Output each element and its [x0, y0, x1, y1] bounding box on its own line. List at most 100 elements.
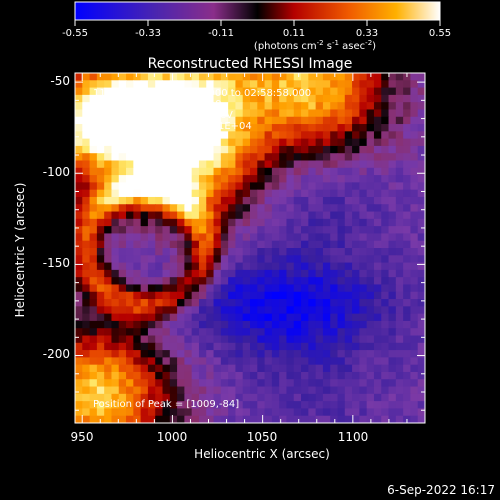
heatmap-cell [220, 145, 229, 154]
heatmap-cell [75, 116, 83, 125]
heatmap-cell [359, 153, 368, 162]
heatmap-cell [104, 299, 113, 307]
heatmap-cell [366, 182, 375, 191]
heatmap-cell [126, 175, 134, 183]
heatmap-cell [322, 386, 331, 395]
heatmap-cell [279, 306, 288, 315]
heatmap-cell [140, 160, 149, 169]
heatmap-cell [352, 138, 360, 147]
heatmap-cell [322, 291, 331, 300]
heatmap-cell [242, 196, 251, 205]
heatmap-cell [96, 262, 105, 271]
heatmap-cell [82, 386, 91, 395]
heatmap-cell [381, 102, 390, 111]
heatmap-cell [366, 94, 375, 103]
heatmap-cell [162, 124, 171, 132]
heatmap-cell [271, 335, 280, 344]
heatmap-cell [111, 342, 120, 351]
heatmap-cell [315, 189, 324, 198]
heatmap-cell [395, 320, 404, 329]
heatmap-cell [147, 196, 156, 205]
heatmap-cell [242, 371, 251, 380]
heatmap-cell [162, 401, 171, 410]
heatmap-cell [198, 364, 207, 373]
heatmap-cell [213, 371, 222, 380]
heatmap-cell [213, 284, 222, 293]
heatmap-cell [410, 167, 419, 176]
heatmap-cell [381, 175, 390, 183]
heatmap-cell [198, 269, 207, 278]
heatmap-cell [155, 153, 164, 162]
heatmap-cell [118, 73, 127, 81]
heatmap-cell [352, 211, 360, 220]
heatmap-cell [228, 124, 237, 132]
heatmap-cell [359, 350, 368, 358]
heatmap-cell [242, 94, 251, 103]
heatmap-cell [381, 284, 390, 293]
heatmap-cell [162, 277, 171, 286]
heatmap-cell [213, 138, 222, 147]
heatmap-cell [279, 175, 288, 183]
heatmap-cell [352, 306, 360, 315]
heatmap-cell [184, 87, 193, 96]
heatmap-cell [220, 291, 229, 300]
heatmap-cell [337, 189, 346, 198]
heatmap-cell [155, 87, 164, 96]
heatmap-cell [388, 153, 397, 162]
heatmap-cell [82, 313, 91, 322]
heatmap-cell [366, 262, 375, 271]
heatmap-cell [403, 226, 412, 235]
colorbar: -0.55 -0.33 -0.11 0.11 0.33 0.55 (photon… [62, 1, 451, 52]
heatmap-cell [75, 138, 83, 147]
heatmap-cell [96, 299, 105, 307]
heatmap-cell [293, 262, 302, 271]
heatmap-cell [235, 284, 244, 293]
heatmap-cell [250, 415, 258, 423]
heatmap-cell [133, 153, 142, 162]
heatmap-cell [213, 408, 222, 417]
heatmap-cell [315, 291, 324, 300]
heatmap-cell [279, 248, 288, 256]
heatmap-cell [96, 284, 105, 293]
heatmap-cell [330, 175, 339, 183]
heatmap-cell [235, 335, 244, 344]
heatmap-cell [417, 269, 425, 278]
annotation-time-range: 11-Sep-2017 02:52:58.000 to 02:58:58.000 [93, 88, 311, 99]
heatmap-cell [155, 211, 164, 220]
heatmap-cell [191, 175, 200, 183]
heatmap-cell [191, 335, 200, 344]
heatmap-cell [118, 94, 127, 103]
heatmap-cell [410, 255, 419, 264]
heatmap-cell [82, 160, 91, 169]
heatmap-cell [133, 401, 142, 410]
heatmap-cell [169, 131, 178, 140]
heatmap-cell [147, 350, 156, 358]
heatmap-cell [279, 211, 288, 220]
heatmap-cell [220, 124, 229, 132]
heatmap-cell [111, 306, 120, 315]
heatmap-cell [96, 196, 105, 205]
heatmap-cell [162, 167, 171, 176]
heatmap-cell [322, 182, 331, 191]
heatmap-cell [388, 109, 397, 118]
heatmap-cell [373, 269, 382, 278]
heatmap-cell [198, 255, 207, 264]
heatmap-cell [417, 408, 425, 417]
heatmap-cell [271, 87, 280, 96]
heatmap-cell [250, 73, 258, 81]
heatmap-cell [184, 189, 193, 198]
heatmap-cell [373, 160, 382, 169]
heatmap-cell [417, 328, 425, 337]
heatmap-cell [381, 226, 390, 235]
heatmap-cell [417, 306, 425, 315]
heatmap-cell [352, 291, 360, 300]
heatmap-cell [279, 240, 288, 249]
heatmap-cell [155, 357, 164, 366]
heatmap-cell [344, 277, 353, 286]
heatmap-cell [184, 233, 193, 242]
heatmap-cell [111, 415, 120, 423]
heatmap-cell [352, 233, 360, 242]
heatmap-cell [381, 131, 390, 140]
heatmap-cell [286, 371, 295, 380]
heatmap-cell [206, 196, 215, 205]
